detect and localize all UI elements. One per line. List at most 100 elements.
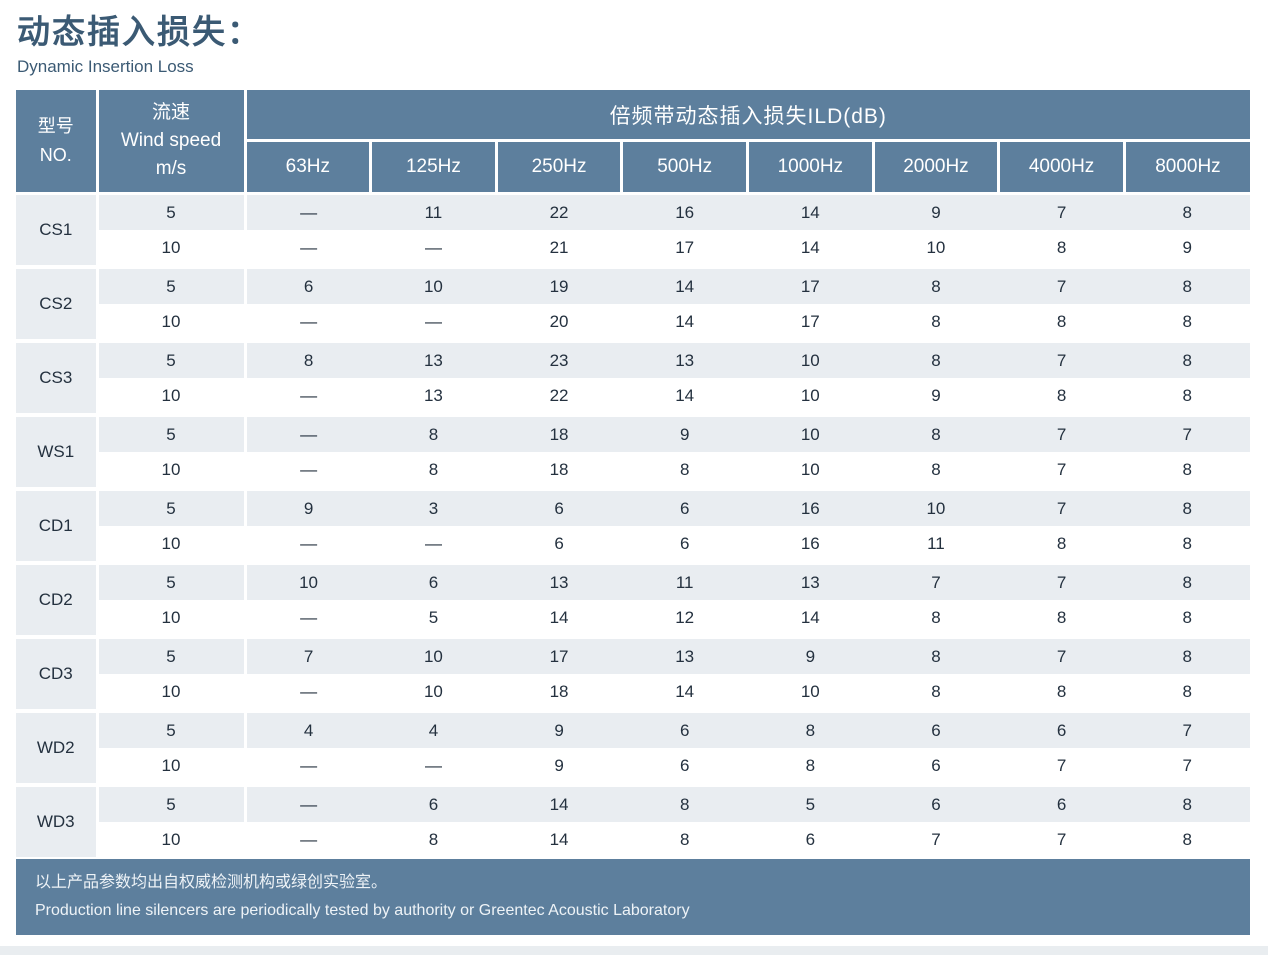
title-block: 动态插入损失： Dynamic Insertion Loss <box>0 0 1268 77</box>
value-cell: 10 <box>370 635 497 674</box>
value-cell: 11 <box>873 526 999 563</box>
value-cell: 6 <box>496 487 622 526</box>
value-cell: 9 <box>1124 230 1250 267</box>
value-cell: 8 <box>873 304 999 341</box>
value-cell: 7 <box>998 452 1125 489</box>
value-cell: 7 <box>998 487 1125 526</box>
value-cell: 7 <box>998 339 1125 378</box>
value-cell: 9 <box>747 635 874 674</box>
speed-cell: 10 <box>97 674 247 711</box>
dynamic-insertion-loss-table: 型号 NO. 流速 Wind speed m/s 倍频带动态插入损失ILD(dB… <box>16 90 1250 857</box>
value-cell: 6 <box>747 822 874 857</box>
value-cell: 8 <box>873 339 999 378</box>
speed-cell: 5 <box>97 783 247 822</box>
value-cell: 8 <box>370 452 497 489</box>
value-cell: 14 <box>621 674 748 711</box>
value-cell: 16 <box>747 526 874 563</box>
value-cell: — <box>370 230 497 267</box>
value-cell: 8 <box>1124 635 1250 674</box>
value-cell: 6 <box>873 783 999 822</box>
value-cell: 10 <box>747 452 874 489</box>
value-cell: 10 <box>370 265 497 304</box>
value-cell: 10 <box>873 487 999 526</box>
value-cell: 8 <box>998 526 1125 563</box>
model-cell: WD3 <box>16 783 99 857</box>
speed-header-cn: 流速 <box>151 102 190 123</box>
value-cell: 22 <box>496 193 622 230</box>
value-cell: 12 <box>621 600 748 637</box>
value-cell: 18 <box>496 452 622 489</box>
value-cell: — <box>245 526 371 563</box>
value-cell: — <box>245 230 371 267</box>
speed-cell: 10 <box>97 526 247 563</box>
speed-header-en: Wind speed <box>120 130 222 151</box>
value-cell: 17 <box>747 304 874 341</box>
value-cell: 5 <box>747 783 874 822</box>
value-cell: 7 <box>1124 413 1250 452</box>
value-cell: 11 <box>370 193 497 230</box>
footer-note: 以上产品参数均出自权威检测机构或绿创实验室。 Production line s… <box>16 859 1250 935</box>
value-cell: 22 <box>496 378 622 415</box>
value-cell: 18 <box>496 413 622 452</box>
wind-speed-header: 流速 Wind speed m/s <box>97 90 247 195</box>
freq-header: 63Hz <box>245 140 373 195</box>
value-cell: 9 <box>496 709 622 748</box>
freq-header: 125Hz <box>370 140 498 195</box>
value-cell: 14 <box>621 378 748 415</box>
speed-cell: 10 <box>97 822 247 857</box>
model-cell: CS3 <box>16 339 99 415</box>
value-cell: 8 <box>1124 339 1250 378</box>
value-cell: 13 <box>621 635 748 674</box>
value-cell: 8 <box>873 600 999 637</box>
table-row: 10—8 14 8 6 7 7 8 <box>16 822 1250 857</box>
value-cell: — <box>245 822 371 857</box>
model-cell: WS1 <box>16 413 99 489</box>
speed-cell: 5 <box>97 339 247 378</box>
value-cell: 8 <box>1124 561 1250 600</box>
value-cell: 14 <box>496 822 622 857</box>
freq-header: 500Hz <box>621 140 749 195</box>
value-cell: 7 <box>998 635 1125 674</box>
value-cell: 17 <box>621 230 748 267</box>
value-cell: 8 <box>747 709 874 748</box>
value-cell: 6 <box>621 748 748 785</box>
table-row: CS2 5 6 10 19 14 17 8 7 8 <box>16 265 1250 341</box>
value-cell: 7 <box>1124 709 1250 748</box>
model-cell: CD3 <box>16 635 99 711</box>
value-cell: 8 <box>1124 378 1250 415</box>
value-cell: 8 <box>1124 304 1250 341</box>
value-cell: 10 <box>747 674 874 711</box>
speed-cell: 5 <box>97 709 247 748</box>
freq-header: 8000Hz <box>1124 140 1250 195</box>
value-cell: 8 <box>621 822 748 857</box>
value-cell: — <box>370 748 497 785</box>
table-row: CD2 5 10 6 13 11 13 7 7 8 <box>16 561 1250 637</box>
table-row: 10— —6 6 16 11 8 8 <box>16 526 1250 563</box>
value-cell: — <box>245 413 371 452</box>
page-title: 动态插入损失： <box>17 13 262 50</box>
value-cell: 6 <box>621 526 748 563</box>
speed-cell: 5 <box>97 487 247 526</box>
table-header: 型号 NO. 流速 Wind speed m/s 倍频带动态插入损失ILD(dB… <box>16 90 1250 195</box>
value-cell: 10 <box>873 230 999 267</box>
value-cell: 6 <box>621 709 748 748</box>
value-cell: 4 <box>245 709 371 748</box>
speed-cell: 10 <box>97 748 247 785</box>
page-subtitle: Dynamic Insertion Loss <box>17 57 194 76</box>
table-row: WS1 5—8 18 9 10 8 7 7 <box>16 413 1250 489</box>
value-cell: 8 <box>1124 822 1250 857</box>
value-cell: 13 <box>370 339 497 378</box>
table-row: 10—8 18 8 10 8 7 8 <box>16 452 1250 489</box>
value-cell: 9 <box>245 487 371 526</box>
speed-header-unit: m/s <box>155 158 187 179</box>
value-cell: 18 <box>496 674 622 711</box>
table-row: 10—5 14 12 14 8 8 8 <box>16 600 1250 637</box>
value-cell: 5 <box>370 600 497 637</box>
table-row: CD1 5 9 3 6 6 16 10 7 8 <box>16 487 1250 563</box>
model-cell: CS1 <box>16 193 99 267</box>
value-cell: 8 <box>1124 265 1250 304</box>
value-cell: 9 <box>621 413 748 452</box>
model-cell: CD1 <box>16 487 99 563</box>
value-cell: 14 <box>747 230 874 267</box>
header-row-top: 型号 NO. 流速 Wind speed m/s 倍频带动态插入损失ILD(dB… <box>16 90 1250 195</box>
